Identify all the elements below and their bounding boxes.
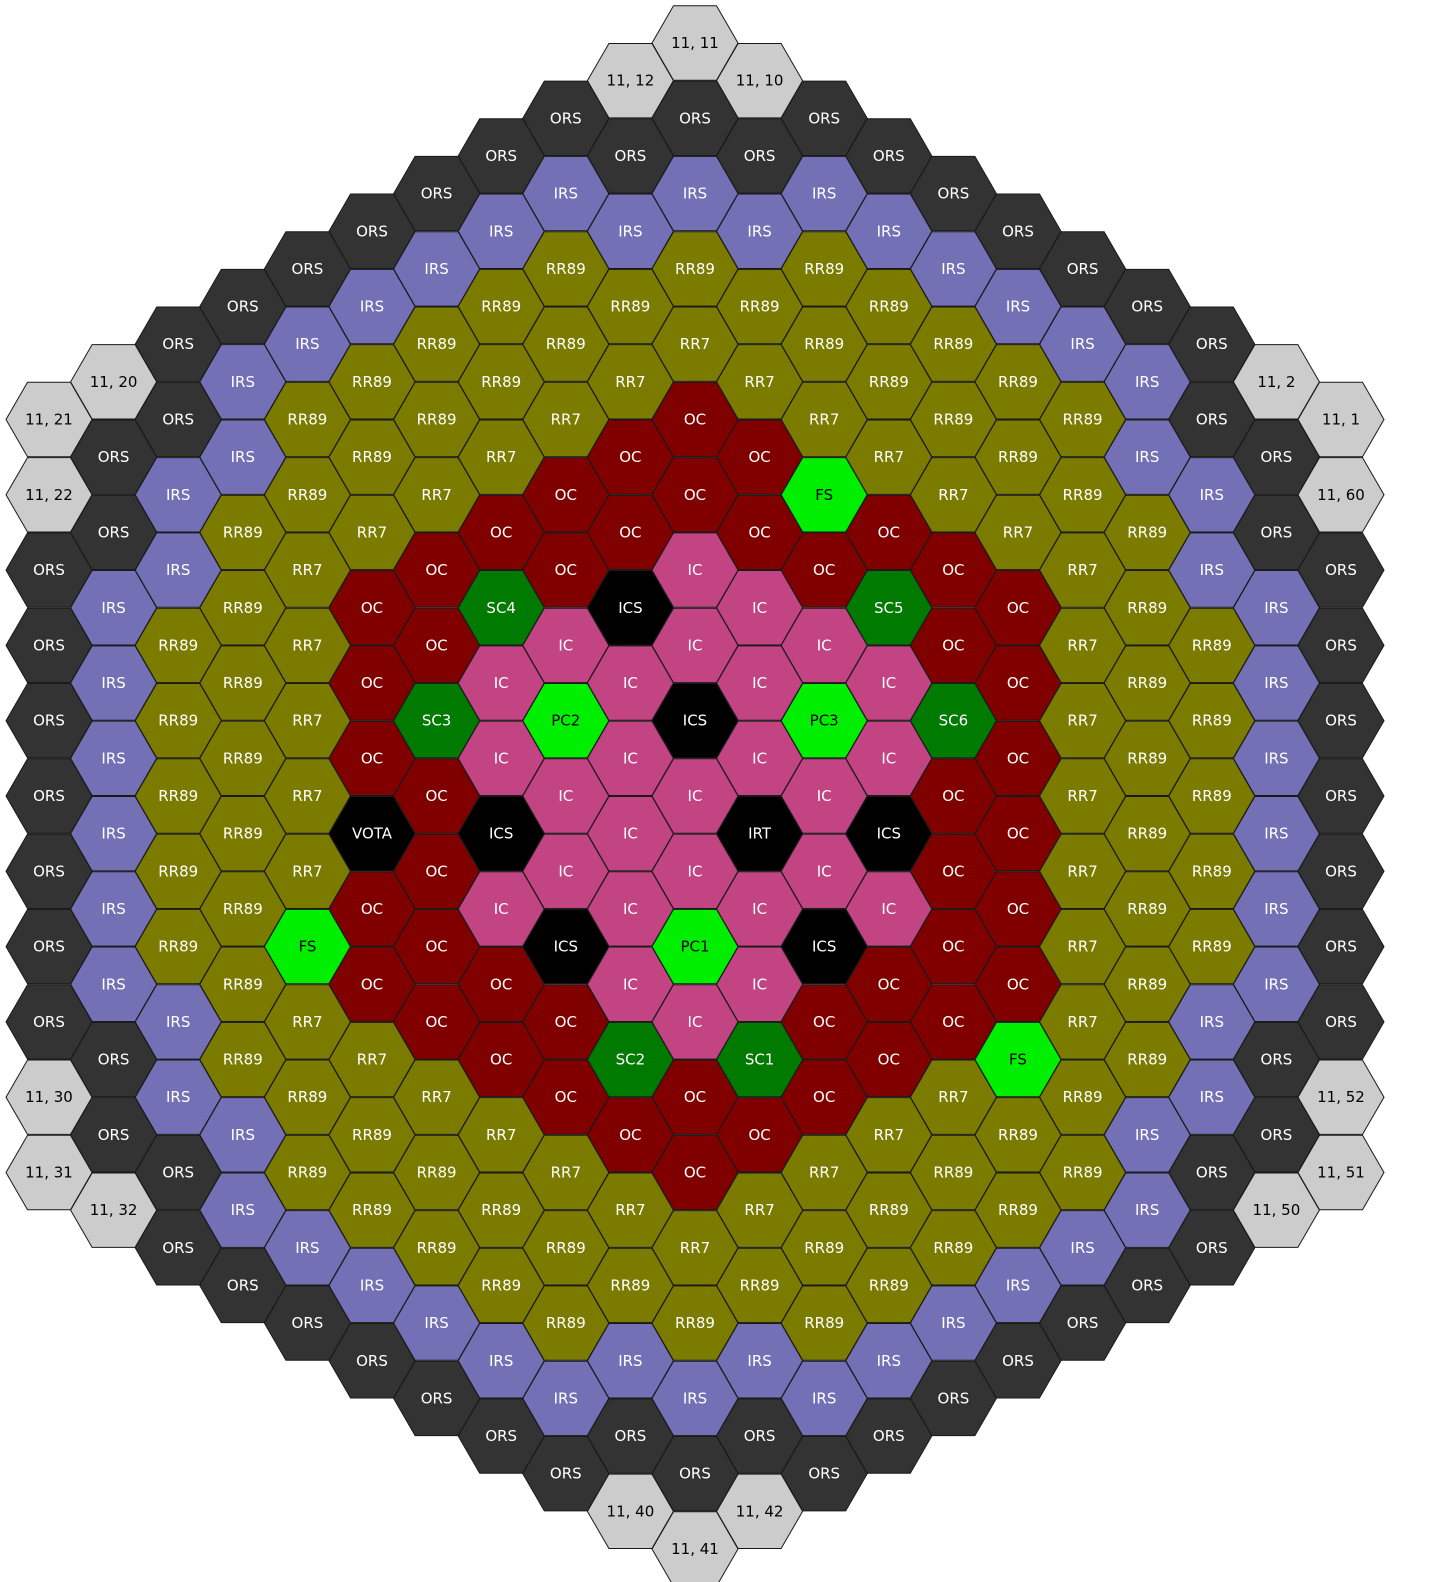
hex-shape <box>651 1511 739 1582</box>
